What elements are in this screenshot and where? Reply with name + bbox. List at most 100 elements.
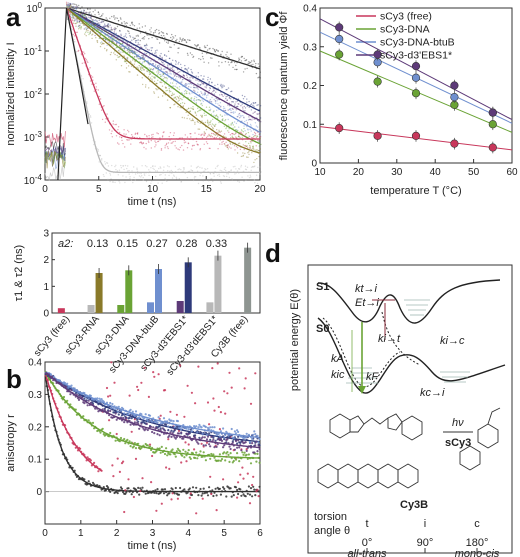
decay-point [153,168,155,171]
decay-point [167,147,169,150]
legend-entry: sCy3-d3'EBS1* [380,50,452,62]
decay-point [191,71,193,73]
decay-point [120,136,123,139]
decay-point [205,178,207,181]
decay-point [137,42,139,44]
decay-point [88,22,90,25]
anisotropy-point [155,426,158,430]
decay-point [170,46,172,49]
decay-point [192,108,195,111]
decay-point [104,36,106,39]
decay-point [123,47,125,49]
anisotropy-point [209,457,212,460]
decay-point [73,3,75,5]
decay-point [111,15,113,18]
decay-point [204,46,206,49]
decay-point [127,30,129,32]
decay-point [98,95,101,98]
decay-point [194,90,196,92]
anisotropy-xtick-label: 3 [150,528,156,539]
decay-point [208,82,210,84]
decay-point [76,31,79,33]
decay-point [125,22,127,24]
anisotropy-point [166,454,169,457]
decay-point [74,19,76,21]
anisotropy-point [89,459,92,462]
decay-point [128,169,130,172]
decay-point [147,34,149,36]
decay-point [180,181,183,183]
decay-point [199,79,201,82]
decay-point [160,73,162,76]
decay-point [186,92,188,95]
anisotropy-point [62,395,66,399]
decay-point [213,114,215,117]
decay-point [191,54,193,56]
decay-point [219,94,221,96]
decay-point [215,136,217,139]
anisotropy-point [145,422,148,426]
decay-point [186,176,189,179]
irf-curve [57,7,89,181]
decay-point [187,67,190,69]
anisotropy-point [161,422,164,425]
decay-point [227,144,229,146]
decay-point [79,20,81,23]
decay-point [161,56,163,59]
decay-point [140,141,142,143]
decay-point [141,77,143,79]
decay-point [212,90,214,93]
decay-point [232,108,234,111]
decay-point [122,51,124,53]
anisotropy-point [156,433,159,436]
decay-point [171,94,173,97]
decay-point [71,13,73,16]
decay-point [177,106,179,108]
decay-point [177,52,179,54]
decay-point [76,21,78,23]
decay-point [230,61,232,64]
decay-point [109,174,112,176]
decay-point [153,33,155,35]
decay-point [222,84,224,86]
anisotropy-point [224,412,227,415]
decay-point [164,77,166,79]
decay-point [171,82,174,84]
decay-point [146,55,149,58]
panel-label-b: b [6,364,22,394]
anisotropy-point [108,419,111,422]
tau1-bar [57,308,65,313]
decay-point [169,64,171,66]
decay-point [225,169,227,172]
anisotropy-point [213,426,216,429]
decay-point [254,132,257,135]
anisotropy-point [237,481,240,484]
anisotropy-point [225,495,228,498]
decay-point [106,18,108,21]
decay-point [213,110,215,112]
decay-point [183,167,185,169]
anisotropy-point [160,502,163,505]
decay-point [77,26,80,28]
anisotropy-point [156,421,159,424]
anisotropy-point [234,439,238,443]
decay-point [216,129,218,131]
decay-point [110,26,113,29]
anisotropy-point [103,407,106,410]
decay-point [195,176,197,178]
decay-point [141,165,143,167]
decay-point [240,56,242,58]
decay-point [213,89,215,91]
tau2-bar [184,262,192,313]
decay-point [181,98,183,101]
anisotropy-point [128,440,131,443]
anisotropy-point [215,509,218,512]
anisotropy-point [253,451,256,454]
decay-point [158,71,160,73]
decay-point [97,150,100,152]
decay-point [103,175,105,178]
decay-point [124,181,126,184]
decay-point [198,84,200,86]
decay-point [128,139,130,141]
decay-point [249,62,251,64]
